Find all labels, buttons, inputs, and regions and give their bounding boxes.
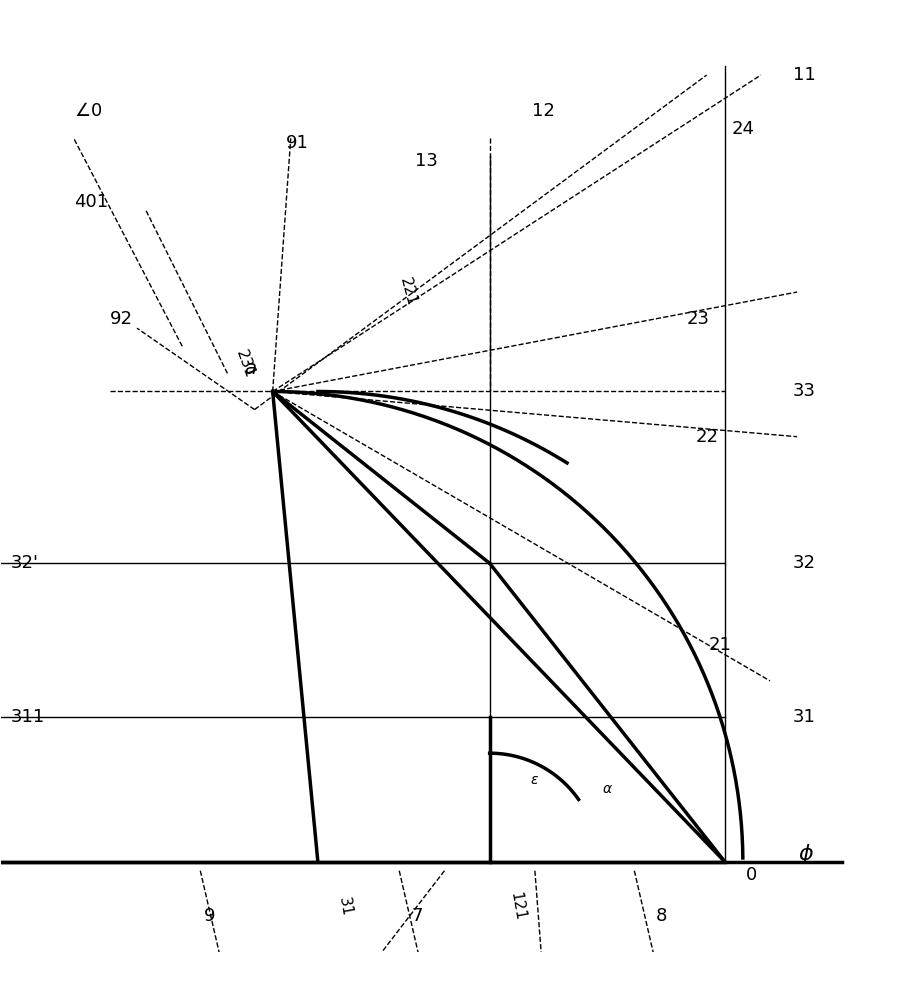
Text: $\epsilon$: $\epsilon$ — [531, 773, 540, 787]
Text: $\angle$0: $\angle$0 — [73, 102, 102, 120]
Text: 12: 12 — [532, 102, 555, 120]
Text: 9: 9 — [203, 907, 215, 925]
Text: 22: 22 — [695, 428, 718, 446]
Text: 32: 32 — [793, 554, 815, 572]
Text: 21: 21 — [708, 636, 732, 654]
Text: $\alpha$: $\alpha$ — [601, 782, 613, 796]
Text: 13: 13 — [414, 152, 438, 170]
Text: 311: 311 — [11, 708, 44, 726]
Text: 11: 11 — [793, 66, 815, 84]
Text: 231: 231 — [233, 348, 258, 381]
Text: 33: 33 — [793, 382, 815, 400]
Text: 7: 7 — [412, 907, 423, 925]
Text: 0: 0 — [746, 866, 757, 884]
Text: 121: 121 — [507, 891, 527, 922]
Text: 23: 23 — [686, 310, 709, 328]
Text: a: a — [244, 359, 256, 378]
Text: 31: 31 — [793, 708, 815, 726]
Text: 8: 8 — [656, 907, 668, 925]
Text: 24: 24 — [731, 120, 755, 138]
Text: $\phi$: $\phi$ — [798, 842, 814, 866]
Text: 31: 31 — [336, 896, 354, 918]
Text: 401: 401 — [73, 193, 108, 211]
Text: 221: 221 — [397, 276, 419, 308]
Text: 92: 92 — [110, 310, 133, 328]
Text: 91: 91 — [287, 134, 309, 152]
Text: 32': 32' — [11, 554, 38, 572]
